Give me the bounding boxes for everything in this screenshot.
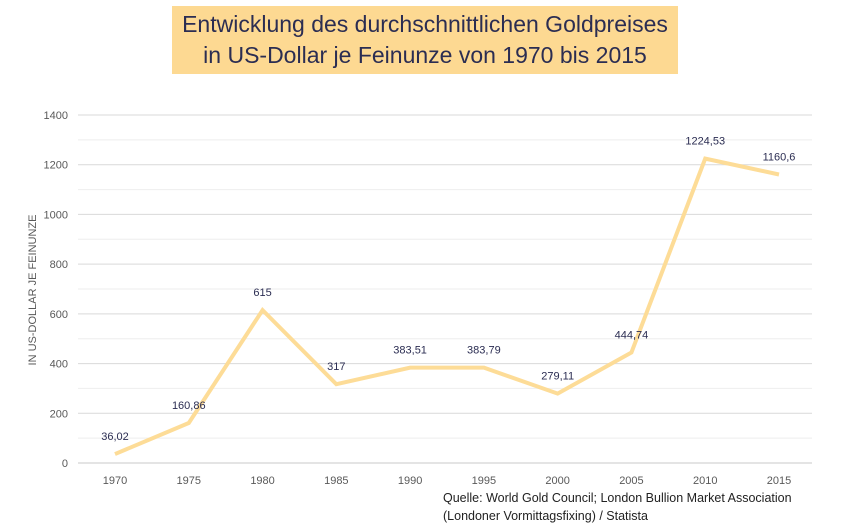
x-tick-label: 1975: [177, 475, 201, 487]
x-tick-label: 1985: [324, 475, 348, 487]
x-tick-label: 2005: [619, 475, 643, 487]
data-label: 383,51: [393, 345, 427, 357]
x-tick-label: 2010: [693, 475, 717, 487]
y-tick-label: 1400: [44, 110, 68, 122]
data-label: 317: [327, 361, 345, 373]
data-label: 36,02: [101, 431, 129, 443]
y-tick-label: 200: [50, 408, 68, 420]
source-line-1: Quelle: World Gold Council; London Bulli…: [443, 491, 792, 505]
y-tick-label: 600: [50, 309, 68, 321]
y-tick-label: 400: [50, 359, 68, 371]
chart-title-line-1: Entwicklung des durchschnittlichen Goldp…: [182, 11, 668, 37]
x-tick-label: 1990: [398, 475, 422, 487]
x-tick-label: 1970: [103, 475, 127, 487]
data-label: 1160,6: [763, 152, 796, 164]
x-tick-label: 1995: [472, 475, 496, 487]
data-label: 383,79: [467, 345, 501, 357]
data-label: 279,11: [541, 371, 574, 383]
data-label: 444,74: [615, 329, 649, 341]
y-axis-label: IN US-DOLLAR JE FEINUNZE: [27, 215, 39, 366]
chart-title-line-2: in US-Dollar je Feinunze von 1970 bis 20…: [203, 42, 647, 68]
y-tick-label: 1200: [44, 160, 68, 172]
data-label: 160,86: [172, 400, 206, 412]
source-note: Quelle: World Gold Council; London Bulli…: [443, 489, 792, 525]
x-tick-label: 2015: [767, 475, 791, 487]
source-line-2: (Londoner Vormittagsfixing) / Statista: [443, 509, 648, 523]
series-line: [114, 156, 780, 456]
x-tick-label: 2000: [545, 475, 569, 487]
chart-title: Entwicklung des durchschnittlichen Goldp…: [172, 6, 678, 74]
y-tick-label: 800: [50, 259, 68, 271]
y-tick-label: 0: [62, 458, 68, 470]
data-label: 615: [253, 287, 271, 299]
data-label: 1224,53: [685, 136, 725, 148]
x-tick-label: 1980: [250, 475, 274, 487]
y-tick-label: 1000: [44, 209, 68, 221]
